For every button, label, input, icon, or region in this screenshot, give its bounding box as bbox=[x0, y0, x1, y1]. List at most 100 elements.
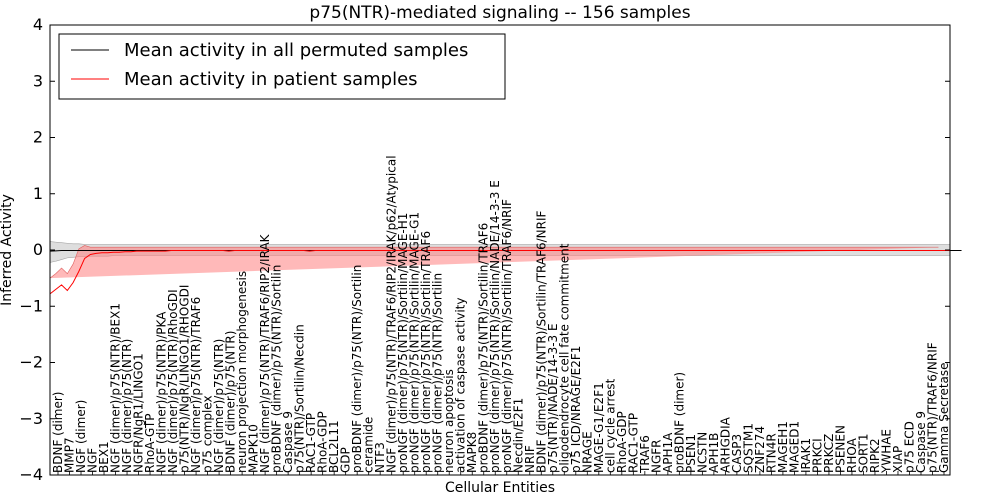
y-tick-label: −3 bbox=[19, 409, 43, 428]
y-tick-label: 3 bbox=[33, 71, 43, 90]
confidence-bands bbox=[49, 241, 951, 279]
x-tick-label: BDNF (dimer)/p75(NTR)/Sortilin/TRAF6/NRI… bbox=[534, 210, 548, 473]
legend: Mean activity in all permuted samples Me… bbox=[58, 33, 506, 100]
x-tick-label: PRKCZ bbox=[822, 434, 836, 473]
x-tick-label: SORT1 bbox=[857, 434, 871, 474]
x-tick-label: Necdin/E2F1 bbox=[511, 398, 525, 473]
x-tick-label: Caspase 9 bbox=[914, 411, 928, 473]
x-tick-label: NGF (dimer)/p75(NTR) bbox=[212, 339, 226, 473]
x-tick-label: p75(NTR)/TRAF6/NRIF bbox=[926, 342, 940, 473]
legend-label-permuted: Mean activity in all permuted samples bbox=[124, 40, 468, 61]
x-tick-label: NGF (dimer)/p75(NTR)/BEX1 bbox=[109, 303, 123, 473]
y-tick-label: 1 bbox=[33, 184, 43, 203]
x-tick-label: p75(NTR)/Sortilin/Necdin bbox=[293, 324, 307, 473]
band-patient bbox=[49, 245, 939, 279]
y-tick-label: 2 bbox=[33, 128, 43, 147]
x-tick-label: PRKCI bbox=[810, 438, 824, 473]
x-tick-label: p75(NTR)/NgR/LINGO1/RHOGDI bbox=[178, 285, 192, 473]
x-tick-label: NGF (dimer)/p75(NTR)/TRAF6/RIP2/IRAK/p62… bbox=[385, 155, 399, 473]
x-tick-label: NGF (dimer)/p75(NTR)/TRAF6 bbox=[189, 297, 203, 473]
legend-box bbox=[58, 33, 506, 100]
x-tick-label: NCSTN bbox=[695, 432, 709, 473]
x-tick-label: ARHGDIA bbox=[718, 416, 732, 473]
x-tick-label: BDNF (dimer)/p75(NTR) bbox=[224, 331, 238, 473]
x-tick-label: NRAGE bbox=[580, 431, 594, 473]
x-tick-label: p75 ECD bbox=[903, 421, 917, 473]
x-tick-label: proNGF (dimer)/p75(NTR)/Sortilin/MAGE-H1 bbox=[396, 213, 410, 473]
y-tick-label: −2 bbox=[19, 353, 43, 372]
x-tick-label: BCL2L11 bbox=[327, 420, 341, 473]
x-tick-label: p75 complex bbox=[201, 395, 215, 473]
x-tick-label: proBDNF (dimer) bbox=[672, 372, 686, 473]
x-tick-label: oligodendrocyte cell fate commitment bbox=[557, 243, 571, 473]
x-tick-label: proNGF (dimer)/p75(NTR)/Sortilin bbox=[431, 273, 445, 473]
x-tick-label: MMP7 bbox=[63, 437, 77, 473]
x-tick-label: BDNF (dimer) bbox=[51, 392, 65, 474]
x-tick-label: NGF (dimer)/p75(NTR) bbox=[120, 339, 134, 473]
x-tick-label: NRIF bbox=[523, 445, 537, 473]
series-lines bbox=[49, 250, 962, 295]
y-tick-label: −4 bbox=[19, 465, 43, 484]
y-tick-label: 0 bbox=[33, 240, 43, 259]
plot-area bbox=[49, 24, 951, 476]
chart-title: p75(NTR)-mediated signaling -- 156 sampl… bbox=[309, 3, 690, 23]
x-tick-label: NGF (dimer) bbox=[74, 400, 88, 473]
x-tick-label: RhoA-GTP bbox=[143, 414, 157, 473]
x-tick-label: RhoA-GDP bbox=[316, 411, 330, 473]
x-tick-label: NGF (dimer)/p75(NTR)/PKA bbox=[155, 311, 169, 473]
x-tick-label: PSEN1 bbox=[684, 434, 698, 473]
x-tick-label: RAC1-GTP bbox=[304, 413, 318, 473]
x-tick-label: proNGF (dimer)/p75(NTR)/Sortilin/NADE/14… bbox=[488, 180, 502, 473]
x-tick-label: RTN4R bbox=[764, 433, 778, 473]
x-axis-label: Cellular Entities bbox=[445, 480, 555, 496]
x-tick-label: Caspase 9 bbox=[281, 411, 295, 473]
x-tick-label: proNGF (dimer)/p75(NTR)/Sortilin/TRAF6 bbox=[419, 231, 433, 473]
x-tick-label: MAGE-G1/E2F1 bbox=[592, 382, 606, 473]
x-tick-label: p75(NTR)/NADE/14-3-3 E bbox=[546, 323, 560, 473]
y-tick-label: −1 bbox=[19, 296, 43, 315]
x-tick-label: p75 ICD/NRAGE/E2F1 bbox=[569, 346, 583, 473]
x-tick-label: Gamma Secretase bbox=[937, 362, 951, 473]
x-tick-label: XIAP bbox=[891, 446, 905, 473]
x-tick-label: NGF (dimer)/p75(NTR)/RhoGDI bbox=[166, 289, 180, 473]
x-tick-label: RHOA bbox=[845, 437, 859, 473]
x-tick-label: MAPK10 bbox=[247, 424, 261, 473]
x-tick-label: neuron apoptosis bbox=[442, 369, 456, 473]
x-tick-label: proBDNF (dimer)/p75(NTR)/Sortilin/TRAF6 bbox=[477, 223, 491, 473]
x-tick-label: IRAK1 bbox=[799, 438, 813, 473]
x-tick-label: proBDNF (dimer)/p75(NTR)/Sortilin bbox=[270, 265, 284, 473]
y-tick-label: 4 bbox=[33, 15, 43, 34]
x-tick-label: TRAF6 bbox=[638, 435, 652, 474]
x-tick-label: RIPK2 bbox=[868, 438, 882, 473]
x-tick-label: NGFR bbox=[649, 439, 663, 473]
x-tick-label: BEX1 bbox=[97, 441, 111, 473]
x-tick-label: cell cycle arrest bbox=[603, 378, 617, 473]
x-tick-label: NGFR/NgR1/LINGO1 bbox=[132, 353, 146, 473]
x-tick-label: NGF (dimer)/p75(NTR)/TRAF6/RIP2/IRAK bbox=[258, 233, 272, 473]
x-tick-label: ceramide bbox=[362, 417, 376, 473]
x-tick-label: MAGED1 bbox=[787, 421, 801, 473]
x-tick-label: RAC1-GTP bbox=[626, 413, 640, 473]
series-line-patient bbox=[49, 250, 950, 295]
x-tick-label: SQSTM1 bbox=[741, 423, 755, 473]
x-tick-label: proNGF (dimer)/p75(NTR)/Sortilin/TRAF6/N… bbox=[500, 199, 514, 473]
x-tick-label: proBDNF (dimer)/p75(NTR)/Sortilin bbox=[350, 265, 364, 473]
x-tick-label: NTF3 bbox=[373, 442, 387, 473]
x-tick-label: CASP3 bbox=[730, 434, 744, 473]
x-tick-label: APH1B bbox=[707, 433, 721, 473]
x-tick-label: RhoA-GDP bbox=[615, 411, 629, 473]
x-tick-label: proNGF (dimer)/p75(NTR)/Sortilin/MAGE-G1 bbox=[408, 212, 422, 473]
x-tick-label: GDP bbox=[339, 447, 353, 473]
x-tick-label: YWHAE bbox=[880, 429, 894, 474]
x-tick-label: PSENEN bbox=[833, 425, 847, 473]
x-tick-label: APH1A bbox=[661, 432, 675, 473]
x-tick-label: MAPK8 bbox=[465, 432, 479, 473]
y-ticks: −4 −3 −2 −1 0 1 2 3 4 bbox=[19, 15, 950, 484]
x-tick-label: NGF bbox=[86, 448, 100, 473]
x-tick-label: MAGEH1 bbox=[776, 421, 790, 473]
x-tick-label: activation of caspase activity bbox=[454, 298, 468, 473]
x-tick-label: ZNF274 bbox=[753, 426, 767, 473]
legend-label-patient: Mean activity in patient samples bbox=[124, 69, 418, 90]
